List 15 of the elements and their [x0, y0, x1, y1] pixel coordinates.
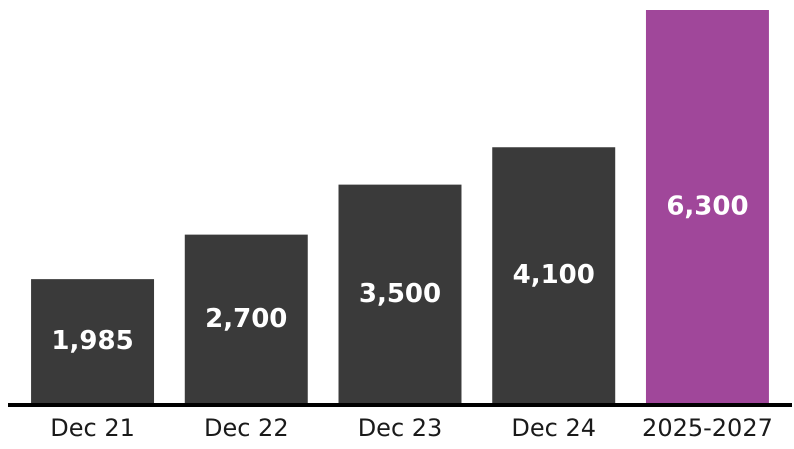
bar	[646, 10, 769, 403]
data-label: 2,700	[205, 304, 288, 334]
bar	[184, 234, 308, 403]
x-tick-label: Dec 23	[358, 414, 442, 442]
x-tick-label: Dec 22	[204, 414, 289, 442]
x-tick-label: 2025-2027	[642, 414, 773, 442]
data-label: 6,300	[666, 192, 749, 222]
data-label: 3,500	[358, 278, 442, 309]
x-tick-label: Dec 24	[511, 414, 596, 442]
bar	[31, 279, 154, 403]
data-label: 4,100	[512, 260, 595, 290]
bar	[492, 147, 616, 403]
bar	[338, 184, 462, 403]
x-tick-label: Dec 21	[50, 414, 135, 442]
data-label: 1,985	[51, 326, 134, 356]
